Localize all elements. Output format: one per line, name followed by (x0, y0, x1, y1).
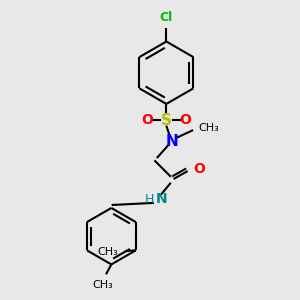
Text: CH₃: CH₃ (92, 280, 113, 290)
Text: O: O (194, 162, 206, 176)
Text: N: N (156, 192, 168, 206)
Text: S: S (161, 113, 172, 128)
Text: O: O (180, 113, 192, 127)
Text: CH₃: CH₃ (198, 123, 219, 133)
Text: H: H (145, 193, 154, 206)
Text: Cl: Cl (160, 11, 173, 24)
Text: N: N (166, 134, 179, 148)
Text: O: O (141, 113, 153, 127)
Text: CH₃: CH₃ (97, 247, 118, 257)
